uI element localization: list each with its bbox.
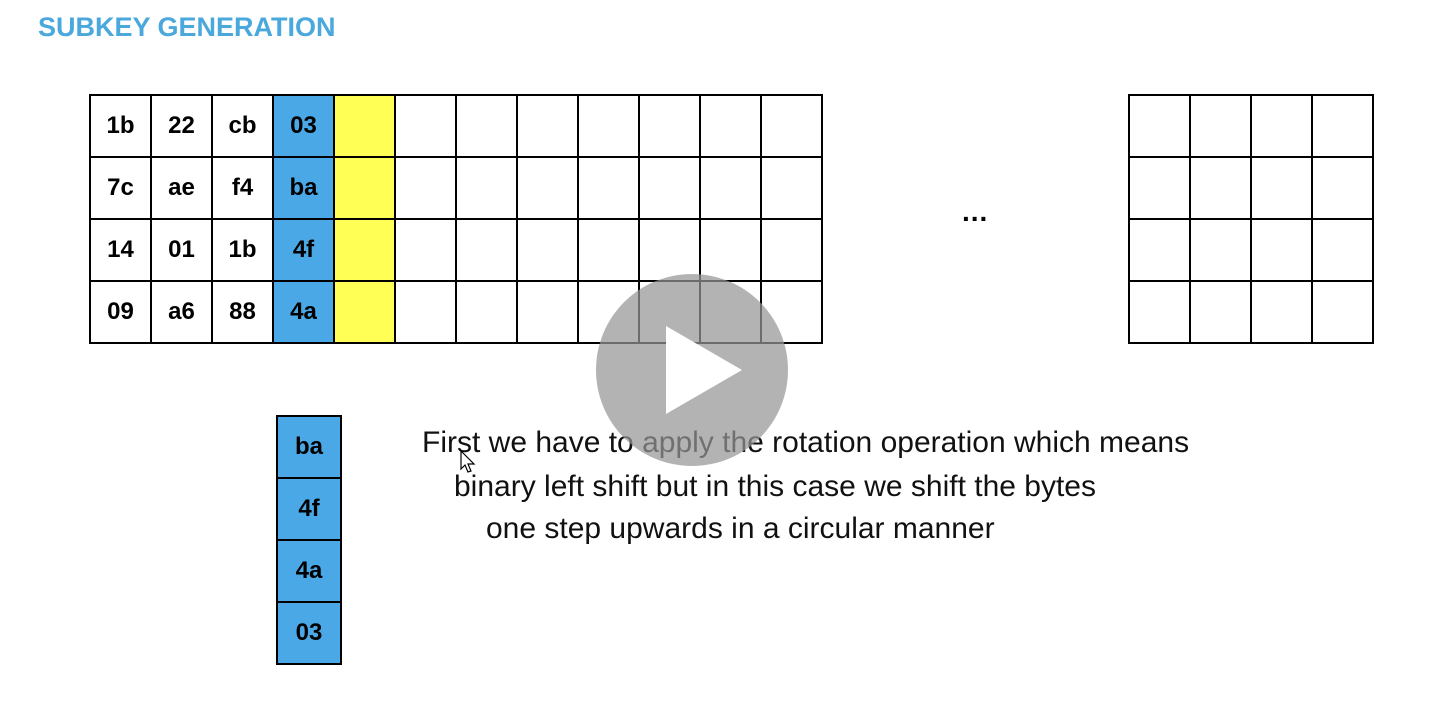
play-button[interactable] xyxy=(596,274,788,466)
rotated-cell: 4a xyxy=(276,539,342,603)
final-cell xyxy=(1311,156,1374,220)
state-cell: 22 xyxy=(150,94,213,158)
rotated-cell: 4f xyxy=(276,477,342,541)
state-cell xyxy=(394,94,457,158)
ellipsis: ... xyxy=(962,196,989,227)
state-cell xyxy=(516,218,579,282)
final-row xyxy=(1128,280,1374,344)
explanation-line-1: First we have to apply the rotation oper… xyxy=(422,426,1190,459)
final-cell xyxy=(1189,280,1252,344)
page-title: SUBKEY GENERATION xyxy=(38,12,336,42)
state-cell xyxy=(638,218,701,282)
state-cell xyxy=(455,280,518,344)
state-cell xyxy=(577,156,640,220)
state-cell xyxy=(333,218,396,282)
explanation-line-3: one step upwards in a circular manner xyxy=(486,512,995,545)
rotated-cell: 03 xyxy=(276,601,342,665)
rotated-word-column: ba 4f 4a 03 xyxy=(276,415,342,665)
state-cell xyxy=(333,94,396,158)
final-cell xyxy=(1189,218,1252,282)
state-cell xyxy=(394,156,457,220)
final-row xyxy=(1128,218,1374,282)
state-cell: 7c xyxy=(89,156,152,220)
mouse-pointer-icon xyxy=(460,450,476,473)
rotated-cell: ba xyxy=(276,415,342,479)
final-cell xyxy=(1189,94,1252,158)
state-cell xyxy=(333,156,396,220)
state-cell xyxy=(760,280,823,344)
final-cell xyxy=(1311,280,1374,344)
state-cell: 4a xyxy=(272,280,335,344)
state-row: 7c ae f4 ba xyxy=(89,156,823,220)
state-cell: 1b xyxy=(211,218,274,282)
state-cell xyxy=(394,280,457,344)
state-cell xyxy=(394,218,457,282)
state-cell: ae xyxy=(150,156,213,220)
state-cell: 09 xyxy=(89,280,152,344)
final-row xyxy=(1128,156,1374,220)
state-cell xyxy=(455,156,518,220)
state-cell: f4 xyxy=(211,156,274,220)
final-cell xyxy=(1250,156,1313,220)
final-cell xyxy=(1311,218,1374,282)
final-cell xyxy=(1189,156,1252,220)
rotated-row: ba xyxy=(276,415,342,479)
final-cell xyxy=(1250,218,1313,282)
state-cell xyxy=(699,94,762,158)
final-row xyxy=(1128,94,1374,158)
state-cell: 4f xyxy=(272,218,335,282)
state-row: 1b 22 cb 03 xyxy=(89,94,823,158)
final-cell xyxy=(1128,156,1191,220)
state-cell xyxy=(455,94,518,158)
state-cell xyxy=(516,94,579,158)
state-cell xyxy=(455,218,518,282)
final-cell xyxy=(1128,94,1191,158)
state-cell: 14 xyxy=(89,218,152,282)
state-cell xyxy=(699,218,762,282)
final-cell xyxy=(1128,218,1191,282)
state-cell: 88 xyxy=(211,280,274,344)
state-cell xyxy=(516,280,579,344)
state-cell xyxy=(699,156,762,220)
state-matrix: 1b 22 cb 03 7c ae f4 ba 14 01 1b 4f 09 a6 88 4a xyxy=(89,94,823,344)
state-cell xyxy=(516,156,579,220)
state-cell: 03 xyxy=(272,94,335,158)
state-cell xyxy=(638,94,701,158)
state-cell: a6 xyxy=(150,280,213,344)
final-subkey-matrix xyxy=(1128,94,1374,344)
state-cell xyxy=(760,218,823,282)
state-cell xyxy=(760,94,823,158)
rotated-row: 4a xyxy=(276,539,342,603)
state-cell xyxy=(577,218,640,282)
rotated-row: 03 xyxy=(276,601,342,665)
final-cell xyxy=(1250,94,1313,158)
explanation-line-2: binary left shift but in this case we sh… xyxy=(454,470,1096,503)
state-cell xyxy=(638,156,701,220)
state-cell: 1b xyxy=(89,94,152,158)
final-cell xyxy=(1128,280,1191,344)
state-cell xyxy=(577,94,640,158)
state-cell xyxy=(333,280,396,344)
final-cell xyxy=(1311,94,1374,158)
final-cell xyxy=(1250,280,1313,344)
state-cell xyxy=(760,156,823,220)
state-cell: ba xyxy=(272,156,335,220)
state-cell: 01 xyxy=(150,218,213,282)
state-row: 14 01 1b 4f xyxy=(89,218,823,282)
rotated-row: 4f xyxy=(276,477,342,541)
state-cell: cb xyxy=(211,94,274,158)
play-icon xyxy=(666,326,742,414)
